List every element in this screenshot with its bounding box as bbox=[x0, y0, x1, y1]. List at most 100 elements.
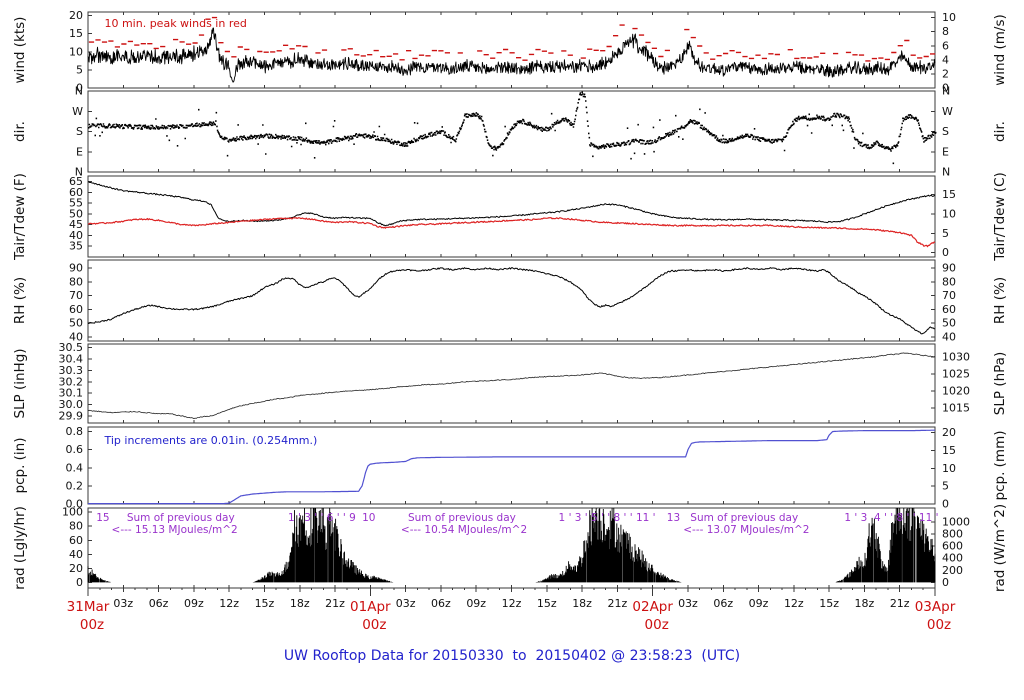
x-hour-label: 09z bbox=[184, 597, 204, 610]
axis-title-right-slp: SLP (hPa) bbox=[992, 352, 1008, 415]
series-tdew bbox=[87, 217, 936, 248]
ytick-left-label: 20 bbox=[69, 562, 83, 575]
ytick-right-label: W bbox=[942, 105, 953, 118]
axis-title-left-pcp: pcp. (in) bbox=[12, 438, 28, 494]
series-rad bbox=[87, 508, 936, 583]
ytick-right-label: 1015 bbox=[942, 401, 970, 414]
annotation-rad: Sum of previous day bbox=[690, 512, 798, 524]
axis-title-right-wind: wind (m/s) bbox=[992, 14, 1008, 85]
ytick-left-label: 40 bbox=[69, 548, 83, 561]
annotation-rad: 13 bbox=[667, 512, 680, 524]
x-hour-label: 06z bbox=[149, 597, 169, 610]
x-hour-label: 18z bbox=[572, 597, 592, 610]
annotation-pcp: Tip increments are 0.01in. (0.254mm.) bbox=[103, 434, 317, 447]
y-ticks-dir bbox=[88, 90, 935, 173]
x-hour-label: 18z bbox=[290, 597, 310, 610]
x-ticks-wind bbox=[87, 12, 936, 88]
annotation-rad: <--- 13.07 MJoules/m^2 bbox=[683, 524, 809, 536]
annotation-rad: <--- 15.13 MJoules/m^2 bbox=[112, 524, 238, 536]
ytick-left-label: 40 bbox=[69, 330, 83, 343]
x-date-zline: 00z bbox=[80, 617, 104, 633]
ytick-left-label: N bbox=[75, 166, 83, 179]
y-ticks-rh bbox=[88, 267, 935, 338]
ytick-left-label: 40 bbox=[69, 229, 83, 242]
x-hour-label: 03z bbox=[678, 597, 698, 610]
ytick-right-label: 10 bbox=[942, 207, 956, 220]
x-hour-label: 09z bbox=[466, 597, 486, 610]
axis-title-left-dir: dir. bbox=[12, 121, 28, 142]
annotation-rad: <--- 10.54 MJoules/m^2 bbox=[401, 524, 527, 536]
x-date-label: 03Apr bbox=[915, 599, 956, 615]
ytick-left-label: 0.0 bbox=[66, 498, 84, 511]
ytick-right-label: 1025 bbox=[942, 367, 970, 380]
annotation-rad: 1 ' 3 ' 5 ' ' 8 ' ' 11 ' bbox=[559, 512, 656, 524]
axis-title-left-rh: RH (%) bbox=[12, 277, 28, 324]
panel-slp: 29.930.030.130.230.330.430.5 1015 1020 1025… bbox=[12, 341, 1008, 424]
x-date-zline: 00z bbox=[362, 617, 386, 633]
ytick-right-label: 60 bbox=[942, 303, 956, 316]
x-ticks-rh bbox=[87, 338, 936, 341]
ytick-right-label: 0 bbox=[942, 82, 949, 95]
x-axis-labels: 03z 06z 09z 12z 15z 18z 21z 03z 06z 09z 12z 15z 18z 2… bbox=[67, 597, 956, 633]
x-hour-label: 12z bbox=[219, 597, 239, 610]
ytick-left-label: 5 bbox=[76, 63, 83, 76]
x-date-label: 01Apr bbox=[350, 599, 391, 615]
ytick-left-label: 0 bbox=[76, 576, 83, 589]
y-ticks-wind bbox=[88, 15, 935, 89]
panel-frame-rh bbox=[87, 259, 936, 342]
ytick-left-label: 20 bbox=[69, 9, 83, 22]
series-wind-peaks bbox=[88, 16, 936, 62]
x-ticks-slp bbox=[87, 420, 936, 423]
ytick-right-label: 1000 bbox=[942, 516, 970, 529]
series-tair bbox=[87, 181, 935, 227]
x-hour-label: 06z bbox=[713, 597, 733, 610]
ytick-right-label: 800 bbox=[942, 528, 963, 541]
series-pcp bbox=[88, 429, 935, 505]
ytick-left-label: 80 bbox=[69, 520, 83, 533]
ytick-right-label: 20 bbox=[942, 426, 956, 439]
x-ticks-rad bbox=[87, 585, 936, 596]
ytick-right-label: 80 bbox=[942, 275, 956, 288]
ytick-right-label: 400 bbox=[942, 552, 963, 565]
ytick-right-label: 6 bbox=[942, 39, 949, 52]
ytick-left-label: N bbox=[75, 85, 83, 98]
ytick-right-label: 50 bbox=[942, 317, 956, 330]
ytick-left-label: 30.3 bbox=[59, 364, 84, 377]
x-hour-label: 21z bbox=[890, 597, 910, 610]
ytick-left-label: 0.4 bbox=[66, 461, 84, 474]
series-dir-dots bbox=[88, 91, 937, 165]
x-hour-label: 15z bbox=[255, 597, 275, 610]
ytick-right-label: S bbox=[942, 125, 949, 138]
annotation-rad: 1 ' 3 ' ' 6 ' ' 9 bbox=[288, 512, 356, 524]
ytick-left-label: 60 bbox=[69, 534, 83, 547]
series-slp bbox=[87, 352, 936, 419]
ytick-left-label: 30.2 bbox=[59, 375, 84, 388]
x-hour-label: 03z bbox=[396, 597, 416, 610]
ytick-left-label: 30.0 bbox=[59, 398, 84, 411]
axis-title-right-rad: rad (W/m^2) bbox=[992, 504, 1008, 592]
ytick-right-label: 10 bbox=[942, 462, 956, 475]
x-hour-label: 06z bbox=[431, 597, 451, 610]
ytick-right-label: 70 bbox=[942, 289, 956, 302]
ytick-left-label: E bbox=[76, 145, 83, 158]
ytick-left-label: 35 bbox=[69, 240, 83, 253]
annotation-wind: 10 min. peak winds in red bbox=[104, 17, 246, 30]
ytick-left-label: 29.9 bbox=[59, 410, 84, 423]
ytick-left-label: W bbox=[72, 105, 83, 118]
x-hour-label: 12z bbox=[784, 597, 804, 610]
axis-title-left-rad: rad (Lgly/hr) bbox=[12, 506, 28, 590]
ytick-left-label: 50 bbox=[69, 207, 83, 220]
axis-title-left-temp: Tair/Tdew (F) bbox=[12, 173, 28, 261]
y-ticks-slp bbox=[88, 346, 935, 417]
ytick-left-label: 60 bbox=[69, 303, 83, 316]
x-date-label: 02Apr bbox=[632, 599, 673, 615]
axis-title-right-temp: Tair/Tdew (C) bbox=[992, 172, 1008, 262]
x-date-label: 31Mar bbox=[67, 599, 110, 615]
chart-title: UW Rooftop Data for 20150330 to 20150402… bbox=[283, 648, 741, 664]
ytick-right-label: 0 bbox=[942, 498, 949, 511]
axis-title-left-wind: wind (kts) bbox=[12, 17, 28, 84]
ytick-right-label: N bbox=[942, 85, 950, 98]
ytick-left-label: 90 bbox=[69, 262, 83, 275]
